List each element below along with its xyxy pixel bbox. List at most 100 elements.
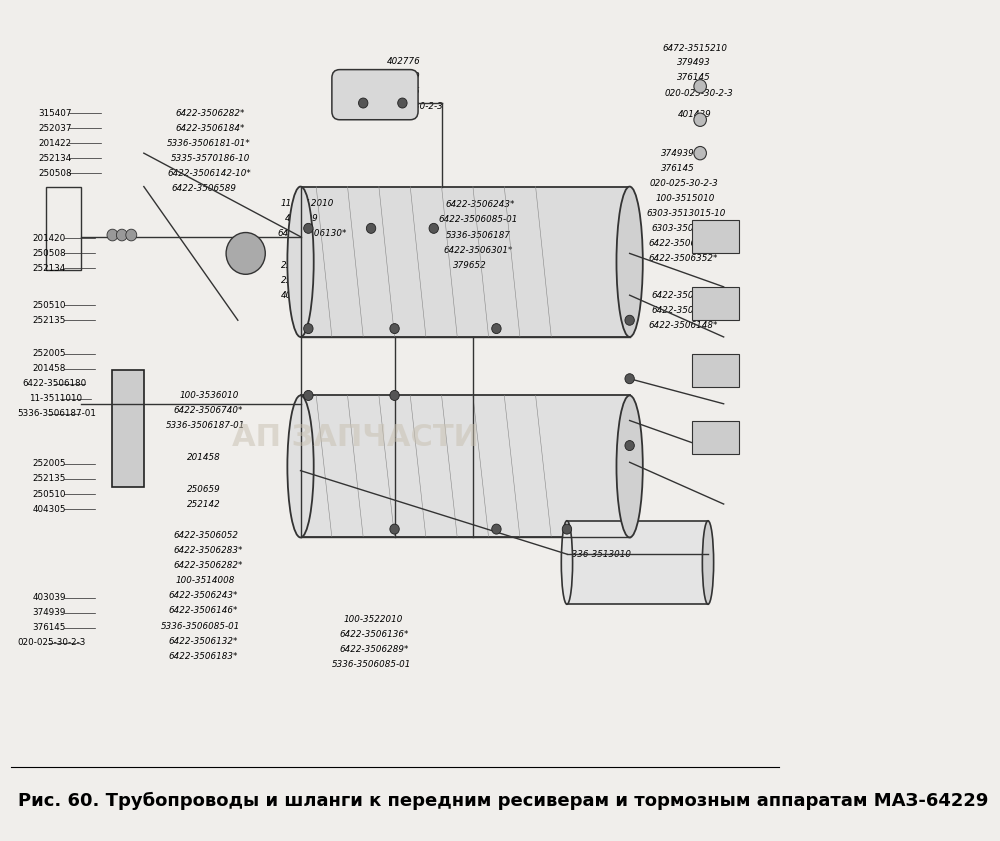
Circle shape (390, 324, 399, 334)
Text: 6422-3506132*: 6422-3506132* (169, 637, 238, 646)
Text: 11.3512010: 11.3512010 (281, 198, 334, 208)
Text: 6422-3506142-10*: 6422-3506142-10* (167, 169, 251, 177)
Text: 6422-3506183*: 6422-3506183* (169, 652, 238, 660)
Text: 201458: 201458 (33, 364, 66, 373)
Text: 401439: 401439 (678, 110, 712, 119)
Bar (692, 220, 739, 253)
Text: 315407: 315407 (38, 108, 72, 118)
Circle shape (694, 146, 706, 160)
Ellipse shape (616, 395, 643, 537)
Circle shape (562, 524, 572, 534)
Text: 252005: 252005 (33, 349, 66, 358)
Circle shape (625, 315, 634, 325)
Text: АП ЗАПЧАСТИ: АП ЗАПЧАСТИ (232, 423, 479, 452)
Text: 11-3511010: 11-3511010 (29, 394, 82, 404)
Text: 100-3522010: 100-3522010 (344, 615, 403, 624)
Text: 250659: 250659 (187, 484, 221, 494)
Text: 5336-3506187-01: 5336-3506187-01 (17, 410, 96, 418)
Circle shape (625, 441, 634, 451)
Text: 250510: 250510 (33, 301, 66, 309)
Text: 6422-3506325: 6422-3506325 (652, 291, 717, 299)
Text: 252135: 252135 (33, 474, 66, 484)
Text: 6422-3506085-01: 6422-3506085-01 (438, 215, 518, 225)
Circle shape (107, 230, 118, 241)
Circle shape (126, 230, 137, 241)
Text: 6422-3506589: 6422-3506589 (171, 183, 236, 193)
Text: 403039: 403039 (285, 214, 319, 223)
FancyBboxPatch shape (332, 70, 418, 119)
Text: 376145: 376145 (677, 73, 710, 82)
Circle shape (390, 524, 399, 534)
Text: 6422-3506361: 6422-3506361 (652, 306, 717, 315)
Circle shape (398, 98, 407, 108)
Ellipse shape (561, 521, 573, 605)
Ellipse shape (287, 395, 314, 537)
Text: 6422-3506052: 6422-3506052 (174, 532, 239, 540)
Text: 250512: 250512 (281, 261, 315, 270)
Text: 020-025-30-2-3: 020-025-30-2-3 (17, 638, 85, 648)
Text: 100-3536010: 100-3536010 (179, 391, 238, 400)
Text: 6422-3506136*: 6422-3506136* (340, 630, 409, 639)
Ellipse shape (616, 187, 643, 337)
Circle shape (226, 232, 265, 274)
Circle shape (304, 390, 313, 400)
Text: 252134: 252134 (33, 264, 66, 273)
Bar (112, 370, 144, 487)
Text: 6472-3515210: 6472-3515210 (663, 45, 728, 53)
Circle shape (304, 224, 313, 233)
Bar (692, 420, 739, 454)
Text: 376145: 376145 (33, 623, 66, 632)
Text: 252037: 252037 (38, 124, 72, 133)
Text: 252135: 252135 (33, 315, 66, 325)
Bar (301, 187, 630, 337)
Text: 6303-3513015-10: 6303-3513015-10 (647, 209, 726, 218)
Text: 374939: 374939 (661, 149, 695, 157)
Bar (567, 521, 708, 605)
Text: 376145: 376145 (661, 164, 695, 172)
Text: 379493: 379493 (677, 58, 710, 67)
Text: 6422-3506740*: 6422-3506740* (174, 406, 243, 415)
Circle shape (304, 324, 313, 334)
Text: 5335-3570186-10: 5335-3570186-10 (171, 154, 251, 162)
Text: 6422-3506282*: 6422-3506282* (174, 561, 243, 570)
Text: 252142: 252142 (187, 500, 221, 509)
Text: 5336-3506085-01: 5336-3506085-01 (161, 621, 240, 631)
Circle shape (366, 224, 376, 233)
Ellipse shape (287, 187, 314, 337)
Text: 403031: 403031 (281, 291, 315, 299)
Text: 6422-3506289*: 6422-3506289* (340, 645, 409, 654)
Circle shape (694, 80, 706, 93)
Circle shape (694, 113, 706, 126)
Text: 5336-3506181-01*: 5336-3506181-01* (167, 139, 251, 148)
Text: 6422-3506146*: 6422-3506146* (169, 606, 238, 616)
Circle shape (625, 373, 634, 383)
Text: 201422: 201422 (38, 139, 71, 148)
Text: 100-3515010: 100-3515010 (655, 193, 715, 203)
Text: 020-025-30-2-3: 020-025-30-2-3 (375, 102, 444, 111)
Bar (46, 187, 81, 270)
Bar (301, 395, 630, 537)
Text: 374939: 374939 (33, 608, 66, 617)
Circle shape (492, 524, 501, 534)
Text: 252005: 252005 (33, 459, 66, 468)
Text: 402776: 402776 (387, 56, 420, 66)
Text: 5336-3506187: 5336-3506187 (445, 230, 510, 240)
Circle shape (116, 230, 127, 241)
Text: 020-025-30-2-3: 020-025-30-2-3 (665, 88, 734, 98)
Text: 6422-3506301*: 6422-3506301* (443, 246, 513, 255)
Text: 6422-3506130*: 6422-3506130* (277, 229, 346, 238)
Bar (692, 287, 739, 320)
Text: 374939: 374939 (387, 71, 420, 81)
Text: 6422-3506352*: 6422-3506352* (648, 254, 718, 263)
Text: 6422-3506180: 6422-3506180 (22, 379, 87, 389)
Text: 250510: 250510 (33, 489, 66, 499)
Text: 250508: 250508 (38, 169, 72, 177)
Text: 6303-3506361: 6303-3506361 (652, 224, 717, 233)
Text: 403039: 403039 (33, 593, 66, 602)
Text: 201458: 201458 (187, 452, 221, 462)
Text: 6422-3506282*: 6422-3506282* (175, 108, 245, 118)
Text: 100-3514008: 100-3514008 (175, 576, 235, 585)
Text: 6422-3506243*: 6422-3506243* (169, 591, 238, 600)
Text: 404305: 404305 (33, 505, 66, 514)
Circle shape (492, 324, 501, 334)
